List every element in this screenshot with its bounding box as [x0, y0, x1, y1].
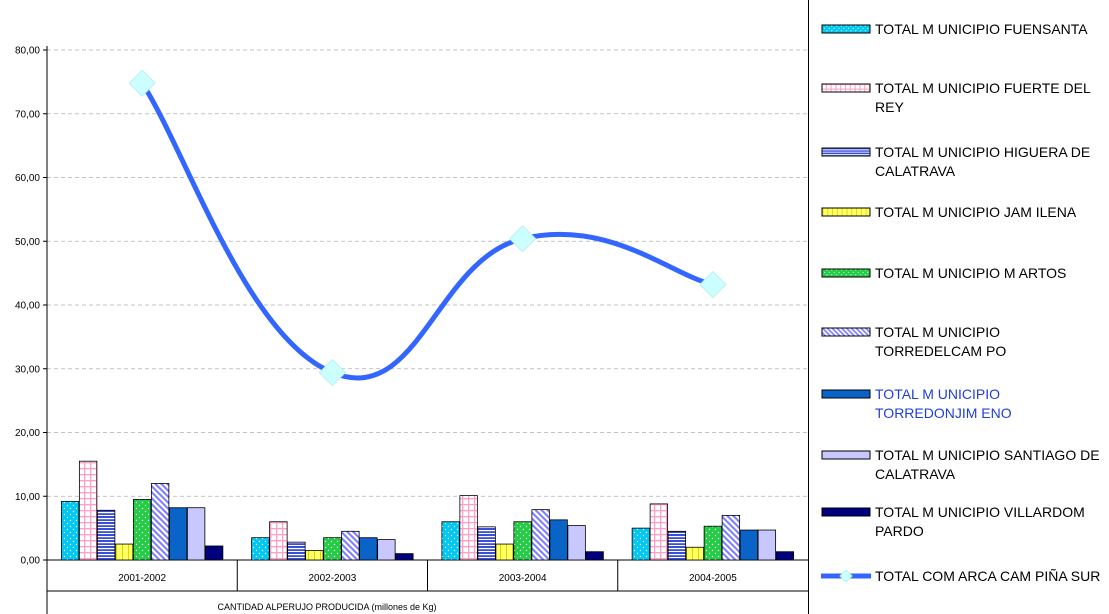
line-series-path: [139, 80, 716, 381]
legend-swatch: [821, 567, 871, 585]
legend-item: TOTAL M UNICIPIO TORREDELCAM PO: [821, 323, 1105, 361]
bar: [204, 545, 224, 561]
bar: [441, 521, 460, 561]
line-point-marker: [318, 358, 347, 387]
bar: [186, 507, 206, 561]
legend-label: TOTAL M UNICIPIO FUENSANTA: [875, 21, 1088, 37]
line-point-marker: [699, 270, 727, 299]
bar: [377, 539, 396, 561]
bar: [150, 483, 170, 561]
y-tick-label: 20,00: [15, 428, 40, 439]
legend-label: TOTAL M UNICIPIO SANTIAGO DE CALATRAVA: [875, 447, 1100, 482]
bar: [395, 553, 414, 561]
legend-label: TOTAL M UNICIPIO TORREDONJIM ENO: [875, 386, 1012, 421]
bar: [721, 514, 741, 561]
y-tick-label: 0,00: [21, 556, 41, 567]
legend-swatch: [821, 203, 871, 221]
bar: [323, 537, 342, 561]
legend-item: TOTAL M UNICIPIO M ARTOS: [821, 264, 1105, 283]
bar: [531, 509, 550, 561]
bar: [585, 551, 604, 561]
bar: [341, 530, 360, 561]
legend-label: TOTAL M UNICIPIO M ARTOS: [875, 265, 1067, 281]
bar: [251, 537, 270, 561]
y-tick-label: 80,00: [15, 46, 40, 57]
x-tick-label: 2001-2002: [118, 573, 166, 584]
bar: [739, 529, 759, 561]
line-series: [128, 69, 727, 387]
legend-swatch: [821, 20, 871, 38]
bar: [114, 543, 134, 561]
x-axis-label: CANTIDAD ALPERUJO PRODUCIDA (millones de…: [217, 602, 436, 612]
bar: [359, 537, 378, 561]
legend-swatch: [821, 323, 871, 341]
bar: [269, 521, 288, 561]
legend-swatch: [821, 503, 871, 521]
legend-swatch: [821, 385, 871, 403]
legend-item: TOTAL M UNICIPIO FUENSANTA: [821, 20, 1105, 39]
axes: 0,00 10,00 20,00 30,00 40,00 50,00 60,00 70,00 8…: [15, 46, 808, 614]
legend-swatch: [821, 143, 871, 161]
y-tick-label: 50,00: [15, 237, 40, 248]
bar: [96, 509, 116, 561]
bar: [775, 551, 795, 561]
combo-chart: 0,00 10,00 20,00 30,00 40,00 50,00 60,00 70,00 8…: [15, 46, 808, 614]
bar-series: [60, 460, 795, 561]
bar: [78, 460, 98, 561]
legend-label: TOTAL M UNICIPIO FUERTE DEL REY: [875, 80, 1091, 115]
x-tick-label: 2003-2004: [499, 573, 547, 584]
line-point-marker: [508, 224, 537, 253]
bar: [567, 525, 586, 561]
x-tick-label: 2004-2005: [689, 573, 737, 584]
y-tick-label: 60,00: [15, 173, 40, 184]
legend-item: TOTAL M UNICIPIO TORREDONJIM ENO: [821, 385, 1105, 423]
legend-swatch: [821, 264, 871, 282]
y-tick-label: 40,00: [15, 301, 40, 312]
y-tick-label: 70,00: [15, 109, 40, 120]
legend-swatch: [821, 79, 871, 97]
y-tick-label: 10,00: [15, 492, 40, 503]
legend-item: TOTAL M UNICIPIO SANTIAGO DE CALATRAVA: [821, 446, 1105, 484]
legend-item: TOTAL M UNICIPIO HIGUERA DE CALATRAVA: [821, 143, 1105, 181]
gridlines: [47, 49, 808, 497]
y-tick-label: 30,00: [15, 364, 40, 375]
bar: [168, 507, 188, 561]
bar: [649, 503, 669, 561]
bar: [667, 530, 687, 561]
bar: [305, 550, 324, 561]
bar: [477, 526, 496, 561]
legend-item: TOTAL M UNICIPIO VILLARDOM PARDO: [821, 503, 1105, 541]
bar: [685, 546, 705, 561]
legend: TOTAL M UNICIPIO FUENSANTA TOTAL M UNICIP…: [808, 0, 1109, 614]
bar: [60, 500, 80, 561]
bar: [495, 543, 514, 561]
bar: [513, 521, 532, 561]
legend-label: TOTAL COM ARCA CAM PIÑA SUR: [875, 568, 1101, 584]
bar: [549, 519, 568, 561]
legend-item: TOTAL COM ARCA CAM PIÑA SUR: [821, 567, 1105, 586]
legend-item: TOTAL M UNICIPIO JAM ILENA: [821, 203, 1105, 222]
x-tick-label: 2002-2003: [308, 573, 356, 584]
bar: [459, 495, 478, 561]
line-point-marker: [128, 69, 156, 97]
bar: [703, 525, 723, 561]
legend-swatch: [821, 446, 871, 464]
legend-label: TOTAL M UNICIPIO JAM ILENA: [875, 204, 1077, 220]
bar: [287, 541, 306, 561]
legend-item: TOTAL M UNICIPIO FUERTE DEL REY: [821, 79, 1105, 117]
bar: [132, 499, 152, 561]
bar: [757, 529, 777, 561]
legend-label: TOTAL M UNICIPIO HIGUERA DE CALATRAVA: [875, 144, 1091, 179]
legend-label: TOTAL M UNICIPIO TORREDELCAM PO: [875, 324, 1007, 359]
bar: [631, 527, 651, 561]
legend-label: TOTAL M UNICIPIO VILLARDOM PARDO: [875, 504, 1085, 539]
